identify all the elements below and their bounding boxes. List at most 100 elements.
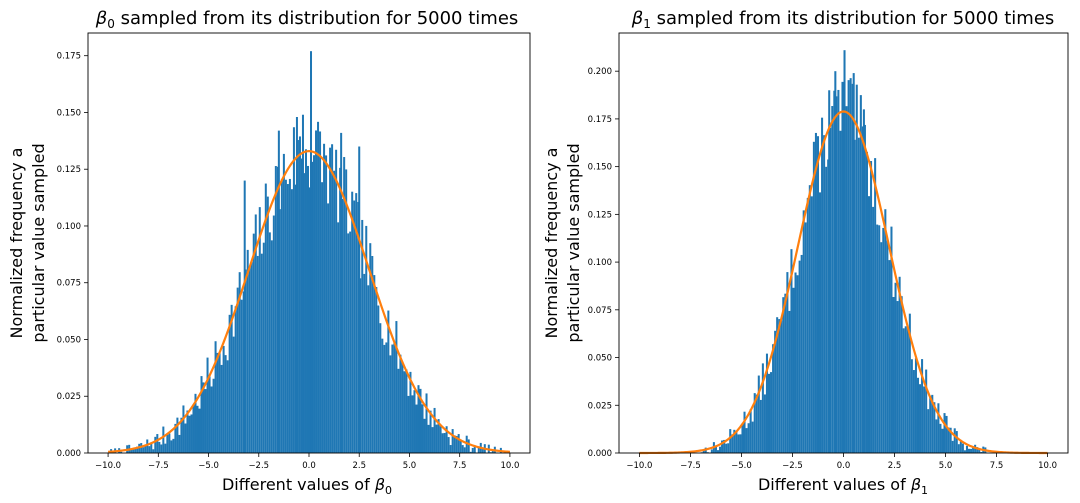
histogram-bar bbox=[411, 395, 414, 453]
x-tick-label: −5.0 bbox=[731, 461, 752, 471]
histogram-bar bbox=[716, 450, 720, 453]
y-axis-label-line1: Normalized frequency a bbox=[7, 148, 26, 339]
histogram-bar bbox=[937, 403, 940, 453]
histogram-bar bbox=[770, 372, 773, 453]
histogram-bar bbox=[290, 189, 293, 454]
y-tick-label: 0.125 bbox=[57, 165, 81, 175]
histogram-bar bbox=[196, 405, 199, 453]
histogram-bar bbox=[884, 209, 887, 453]
histogram-bar bbox=[976, 447, 979, 453]
histogram-bar bbox=[176, 417, 179, 453]
chart-title: β1 sampled from its distribution for 500… bbox=[631, 8, 1055, 31]
histogram-bar bbox=[461, 445, 464, 453]
histogram-bar bbox=[453, 435, 456, 453]
histogram-bar bbox=[401, 361, 404, 453]
histogram-bar bbox=[262, 242, 265, 453]
histogram-bar bbox=[972, 447, 975, 453]
histogram-bar bbox=[286, 184, 289, 453]
x-tick-label: −10.0 bbox=[95, 461, 121, 471]
histogram-bar bbox=[721, 440, 724, 453]
histogram-spike-bar bbox=[301, 114, 304, 453]
title-subscript: 1 bbox=[643, 17, 651, 31]
x-tick-label: 10.0 bbox=[1038, 461, 1057, 471]
histogram-spike-bar bbox=[852, 73, 855, 453]
histogram-bar bbox=[870, 161, 873, 453]
histogram-bar bbox=[214, 341, 217, 453]
histogram-bar bbox=[158, 441, 161, 453]
y-tick-label: 0.075 bbox=[588, 306, 612, 316]
histogram-bar bbox=[381, 338, 384, 453]
x-axis-label-subscript: 1 bbox=[921, 484, 928, 497]
histogram-bar bbox=[821, 117, 824, 454]
histogram-bar bbox=[439, 426, 442, 453]
y-tick-label: 0.025 bbox=[588, 401, 612, 411]
histogram-bar bbox=[786, 272, 789, 453]
histogram-bar bbox=[389, 355, 392, 453]
histogram-bar bbox=[788, 310, 791, 453]
histogram-bar bbox=[148, 446, 151, 453]
histogram-bar bbox=[166, 434, 169, 453]
histogram-bar bbox=[804, 222, 807, 453]
histogram-bar bbox=[298, 136, 301, 453]
histogram-bar bbox=[421, 404, 424, 453]
histogram-bar bbox=[445, 426, 448, 453]
histogram-bar bbox=[894, 282, 897, 453]
histogram-bar bbox=[325, 155, 328, 453]
histogram-bar bbox=[264, 183, 267, 454]
histogram-bar bbox=[978, 448, 981, 453]
normal-pdf-curve bbox=[108, 149, 510, 453]
histogram-bar bbox=[961, 443, 964, 453]
title-text: sampled from its distribution for 5000 t… bbox=[651, 8, 1054, 29]
histogram-bar bbox=[933, 402, 936, 453]
histogram-bar bbox=[142, 447, 145, 453]
histogram-bar bbox=[150, 443, 153, 453]
histogram-bar bbox=[226, 360, 229, 453]
histogram-bar bbox=[393, 342, 396, 453]
histogram-bar bbox=[745, 428, 748, 453]
histogram-bar bbox=[246, 249, 249, 453]
histogram-bar bbox=[865, 151, 868, 453]
histogram-bar bbox=[802, 210, 805, 453]
histogram-bar bbox=[910, 359, 913, 453]
histogram-bar bbox=[423, 418, 426, 453]
histogram-bar bbox=[831, 106, 834, 453]
histogram-bar bbox=[723, 439, 726, 453]
histogram-bar bbox=[232, 336, 235, 453]
y-axis-label-line1: Normalized frequency a bbox=[542, 148, 561, 339]
histogram-bar bbox=[951, 440, 954, 453]
histogram-bar bbox=[874, 158, 877, 453]
histogram-bar bbox=[375, 287, 378, 453]
histogram-bar bbox=[134, 447, 137, 453]
histogram-bar bbox=[230, 304, 233, 453]
histogram-bar bbox=[714, 445, 717, 453]
histogram-bar bbox=[825, 166, 828, 453]
histogram-spike-bar bbox=[358, 146, 361, 453]
histogram-bar bbox=[739, 434, 742, 453]
histogram-bar bbox=[904, 326, 907, 453]
histogram-bar bbox=[405, 369, 408, 453]
histogram-bar bbox=[433, 407, 436, 453]
histogram-bar bbox=[898, 276, 901, 453]
histogram-bar bbox=[451, 429, 454, 453]
x-tick-label: 10.0 bbox=[500, 461, 519, 471]
histogram-bar bbox=[152, 449, 155, 453]
histogram-bar bbox=[144, 445, 147, 453]
histogram-bar bbox=[250, 262, 253, 453]
histogram-bar bbox=[765, 353, 768, 453]
histogram-bar bbox=[929, 395, 932, 453]
histogram-bar bbox=[980, 451, 983, 453]
y-tick-label: 0.000 bbox=[57, 449, 81, 459]
chart-title: β0 sampled from its distribution for 500… bbox=[95, 8, 519, 31]
histogram-bar bbox=[397, 368, 400, 453]
x-tick-label: −2.5 bbox=[782, 461, 803, 471]
histogram-bar bbox=[321, 182, 324, 453]
histogram-bar bbox=[767, 373, 771, 453]
histogram-bar bbox=[192, 404, 195, 453]
normal-pdf-curve bbox=[639, 110, 1048, 455]
histogram-bar bbox=[463, 447, 466, 453]
histogram-bar bbox=[260, 253, 263, 453]
histogram-bar bbox=[455, 435, 458, 453]
histogram-bar bbox=[391, 344, 394, 453]
histogram-bar bbox=[395, 321, 398, 453]
